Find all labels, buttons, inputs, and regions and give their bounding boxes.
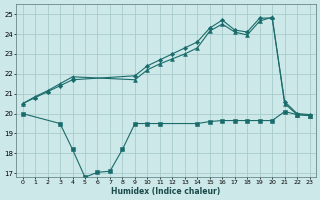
X-axis label: Humidex (Indice chaleur): Humidex (Indice chaleur)	[111, 187, 221, 196]
